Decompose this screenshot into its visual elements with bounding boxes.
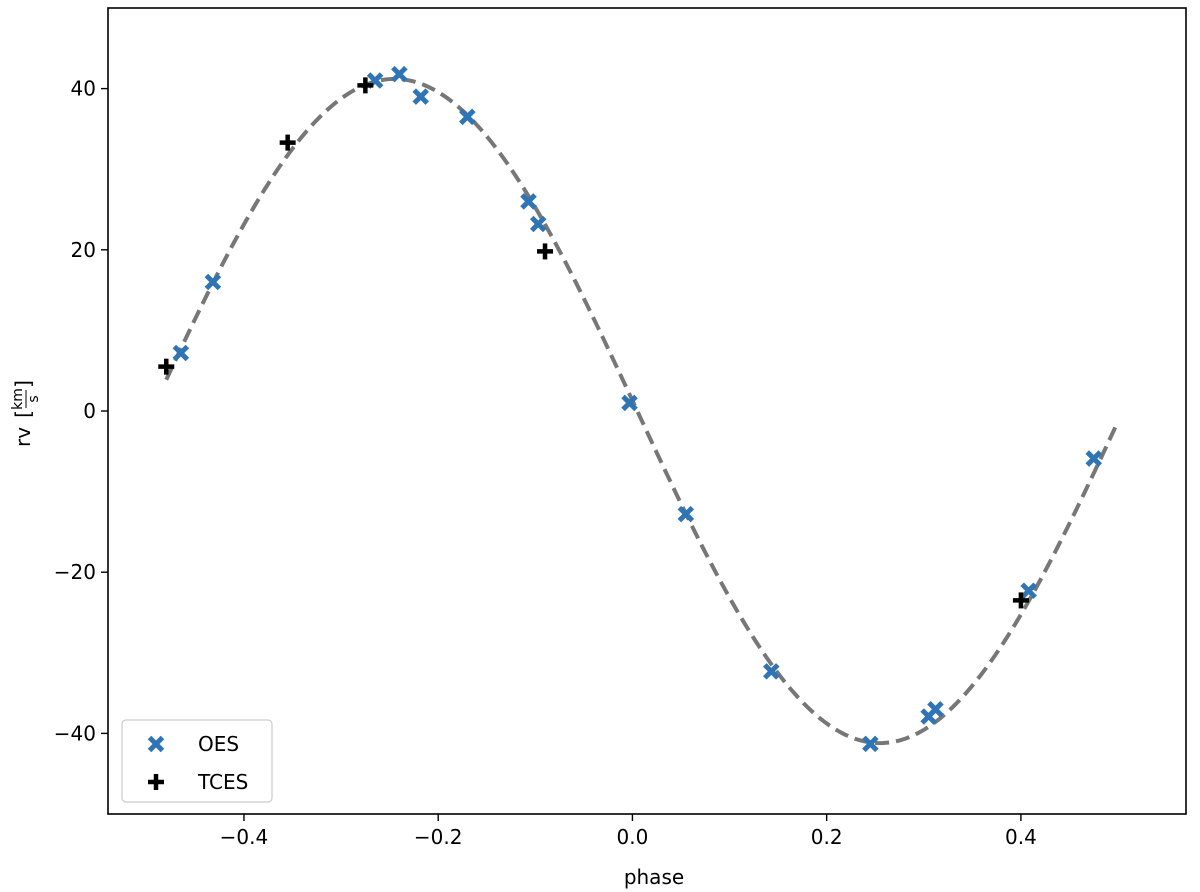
oes-point bbox=[1085, 450, 1103, 467]
tces-point bbox=[279, 134, 296, 151]
y-tick-label: 40 bbox=[71, 77, 96, 101]
oes-point bbox=[763, 663, 780, 680]
legend-oes-marker bbox=[147, 735, 165, 753]
x-tick-label: 0.2 bbox=[811, 825, 843, 849]
y-tick-label: −20 bbox=[54, 560, 96, 584]
x-axis-ticks: −0.4 −0.2 0.0 0.2 0.4 bbox=[220, 814, 1037, 849]
x-axis-label: phase bbox=[624, 865, 684, 889]
y-tick-label: 0 bbox=[83, 399, 96, 423]
legend-oes-label: OES bbox=[198, 732, 239, 756]
legend-tces-marker bbox=[148, 774, 164, 790]
legend-box bbox=[121, 719, 273, 803]
legend-tces-plus-icon bbox=[148, 774, 164, 790]
oes-point bbox=[459, 108, 476, 126]
model-curve bbox=[164, 76, 1120, 746]
tces-point bbox=[1012, 592, 1029, 609]
y-axis-label: rv [ km s ] bbox=[10, 380, 42, 447]
y-tick-label: −40 bbox=[54, 721, 96, 745]
legend-oes-x-icon bbox=[147, 735, 165, 753]
y-axis-label-prefix: rv bbox=[11, 427, 35, 447]
oes-point bbox=[862, 735, 879, 753]
y-axis-unit-denominator: s bbox=[26, 395, 42, 402]
y-tick-label: 20 bbox=[71, 238, 96, 262]
oes-point bbox=[529, 215, 547, 233]
oes-point bbox=[520, 193, 537, 210]
tces-point bbox=[537, 243, 554, 260]
tces-point bbox=[158, 358, 175, 375]
x-tick-label: 0.4 bbox=[1005, 825, 1037, 849]
legend: OES TCES bbox=[121, 719, 273, 803]
y-axis-label-open-bracket: [ bbox=[11, 410, 35, 418]
oes-point bbox=[1020, 582, 1037, 600]
y-axis-ticks: −40 −20 0 20 40 bbox=[54, 77, 108, 745]
x-tick-label: −0.2 bbox=[414, 825, 463, 849]
oes-point bbox=[677, 505, 695, 523]
x-tick-label: −0.4 bbox=[220, 825, 269, 849]
tces-point bbox=[357, 77, 374, 94]
oes-point bbox=[412, 88, 429, 105]
oes-point bbox=[391, 65, 408, 83]
y-axis-unit-numerator: km bbox=[10, 388, 26, 410]
x-tick-label: 0.0 bbox=[617, 825, 649, 849]
oes-point bbox=[927, 700, 944, 718]
oes-point bbox=[204, 273, 222, 291]
oes-point bbox=[621, 394, 638, 412]
y-axis-label-close-bracket: ] bbox=[11, 380, 35, 388]
oes-point bbox=[172, 344, 190, 362]
plot-frame bbox=[107, 7, 1187, 815]
legend-tces-label: TCES bbox=[197, 770, 248, 794]
